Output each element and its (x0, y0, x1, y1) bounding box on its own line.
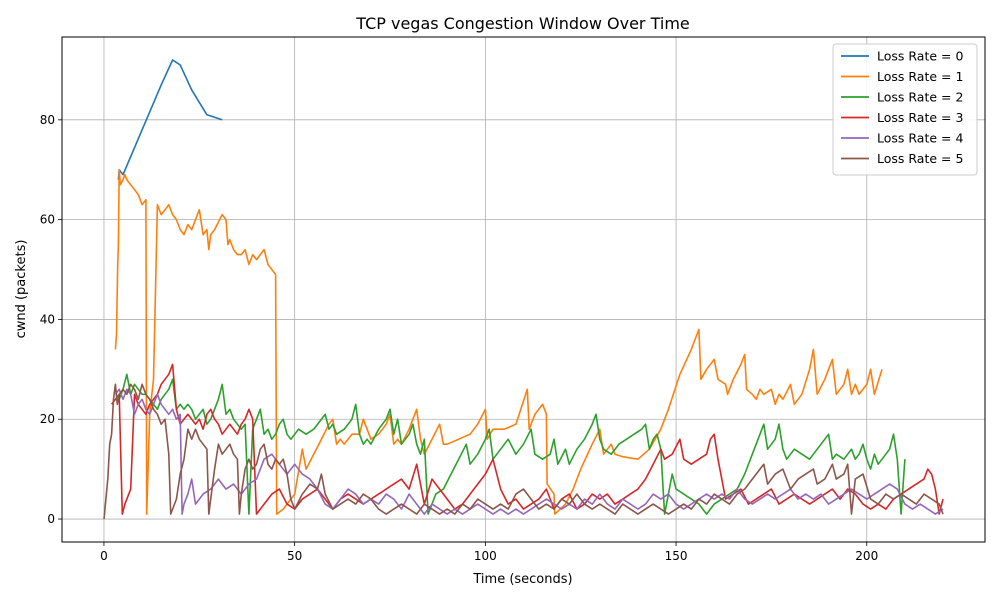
x-axis-label: Time (seconds) (472, 572, 572, 587)
series-line-loss-rate-2 (118, 373, 906, 515)
x-tick-label: 150 (665, 549, 688, 563)
series-layer (103, 59, 944, 520)
y-tick-label: 60 (40, 213, 55, 227)
chart-title: TCP vegas Congestion Window Over Time (355, 14, 690, 33)
y-tick-label: 40 (40, 312, 55, 326)
legend-label: Loss Rate = 2 (877, 90, 963, 105)
grid-lines (62, 37, 985, 542)
legend: Loss Rate = 0 Loss Rate = 1 Loss Rate = 2 L… (832, 43, 978, 176)
legend-label: Loss Rate = 5 (877, 151, 963, 166)
y-axis-ticks: 0 20 40 60 80 (40, 113, 62, 526)
legend-label: Loss Rate = 0 (877, 49, 963, 64)
series-line-loss-rate-5 (103, 383, 944, 520)
plot-frame (61, 36, 986, 543)
x-tick-label: 100 (474, 549, 497, 563)
legend-label: Loss Rate = 1 (877, 69, 963, 84)
x-tick-label: 0 (100, 549, 108, 563)
y-tick-label: 0 (47, 512, 55, 526)
series-line-loss-rate-3 (110, 363, 944, 515)
series-line-loss-rate-1 (114, 168, 883, 515)
legend-label: Loss Rate = 4 (877, 131, 963, 146)
legend-label: Loss Rate = 3 (877, 110, 963, 125)
y-tick-label: 20 (40, 412, 55, 426)
x-axis-ticks: 0 50 100 150 200 (100, 542, 878, 563)
y-tick-label: 80 (40, 113, 55, 127)
x-tick-label: 200 (855, 549, 878, 563)
series-line-loss-rate-0 (117, 59, 223, 180)
x-tick-label: 50 (287, 549, 302, 563)
y-axis-label: cwnd (packets) (14, 240, 29, 339)
